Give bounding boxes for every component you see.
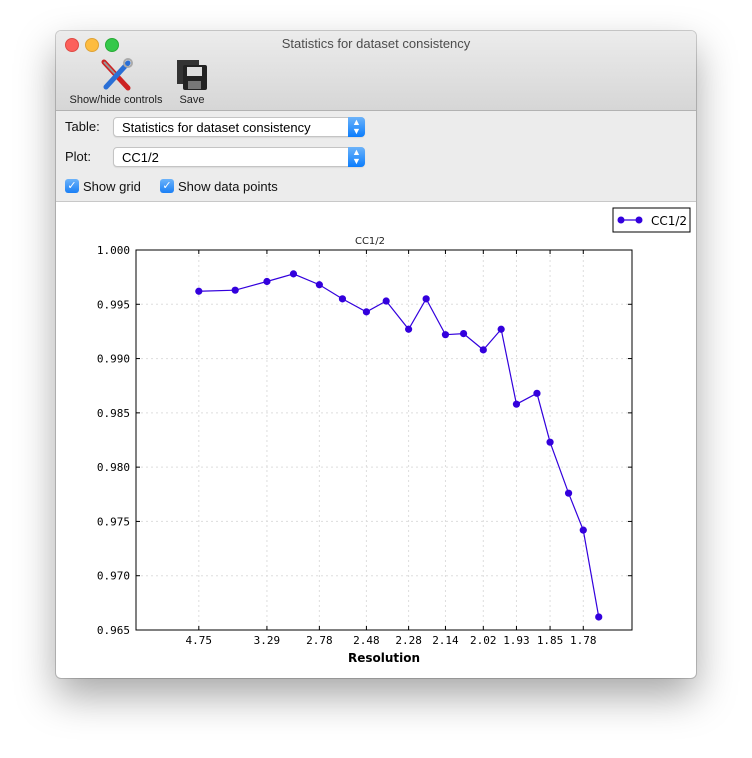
show-hide-controls-button[interactable]: Show/hide controls: [64, 58, 168, 106]
zoom-button[interactable]: [105, 38, 119, 52]
plot-select[interactable]: CC1/2 ▲ ▼: [113, 147, 365, 167]
show-data-points-checkbox[interactable]: ✓: [160, 179, 174, 193]
save-button[interactable]: Save: [174, 58, 210, 106]
plot-select-value: CC1/2: [122, 150, 159, 165]
app-window: Statistics for dataset consistency Show/…: [56, 31, 696, 678]
save-label: Save: [179, 94, 205, 106]
title-bar: Statistics for dataset consistency Show/…: [56, 31, 696, 111]
minimize-button[interactable]: [85, 38, 99, 52]
checkmark-icon: ✓: [162, 180, 172, 192]
table-select-value: Statistics for dataset consistency: [122, 120, 311, 135]
table-select[interactable]: Statistics for dataset consistency ▲ ▼: [113, 117, 365, 137]
updown-chevron-icon: ▲ ▼: [348, 147, 365, 167]
floppy-disk-icon: [177, 60, 207, 90]
checkmark-icon: ✓: [67, 180, 77, 192]
tools-icon: [101, 58, 133, 91]
table-label: Table:: [65, 119, 100, 134]
plot-label: Plot:: [65, 149, 92, 164]
updown-chevron-icon: ▲ ▼: [348, 117, 365, 137]
window-title: Statistics for dataset consistency: [281, 36, 471, 51]
controls-panel: Table: Statistics for dataset consistenc…: [56, 111, 696, 202]
show-hide-controls-label: Show/hide controls: [69, 94, 163, 106]
show-grid-checkbox[interactable]: ✓: [65, 179, 79, 193]
show-grid-label[interactable]: Show grid: [83, 179, 141, 194]
close-button[interactable]: [65, 38, 79, 52]
show-data-points-label[interactable]: Show data points: [178, 179, 278, 194]
